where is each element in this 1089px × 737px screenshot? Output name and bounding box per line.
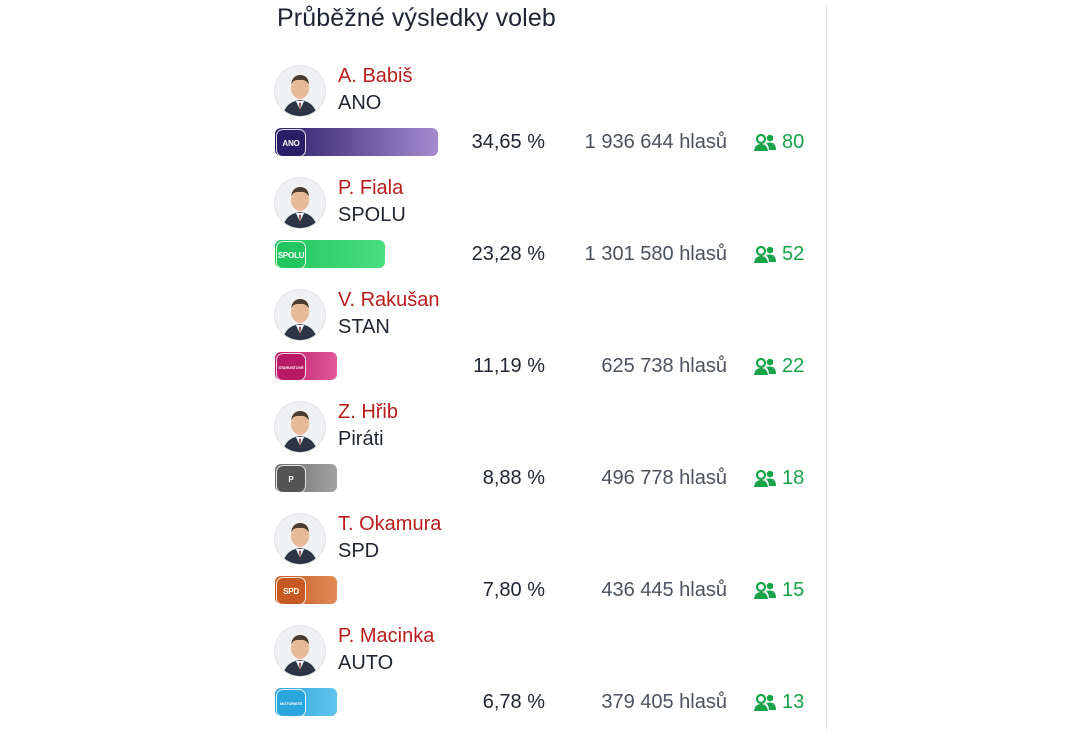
candidate-name: T. Okamura bbox=[338, 513, 442, 535]
result-row[interactable]: P. Fiala SPOLU SPOLU 23,28 % 1 301 580 hlasů… bbox=[262, 177, 826, 289]
candidate-avatar bbox=[274, 625, 326, 677]
result-row[interactable]: A. Babiš ANO ANO 34,65 % 1 936 644 hlasů 80 bbox=[262, 65, 826, 177]
vote-count: 1 936 644 hlasů bbox=[584, 131, 727, 153]
candidate-name: Z. Hřib bbox=[338, 401, 398, 423]
seat-number: 13 bbox=[782, 691, 805, 713]
results-panel: Průběžné výsledky voleb A. Babiš ANO ANO 34… bbox=[262, 0, 826, 730]
seat-count: 18 bbox=[752, 467, 804, 490]
candidate-avatar bbox=[274, 65, 326, 117]
candidate-name: P. Fiala bbox=[338, 177, 404, 199]
people-icon bbox=[752, 469, 778, 489]
candidate-name: V. Rakušan bbox=[338, 289, 440, 311]
seat-number: 52 bbox=[782, 243, 805, 265]
vote-percentage: 23,28 % bbox=[471, 243, 545, 265]
seat-count: 22 bbox=[752, 355, 804, 378]
vote-share-bar: MOTORISTÉ bbox=[275, 688, 337, 716]
party-logo-icon: ANO bbox=[276, 129, 306, 156]
divider bbox=[826, 4, 827, 730]
seat-number: 22 bbox=[782, 355, 805, 377]
people-icon bbox=[752, 693, 778, 713]
party-name: ANO bbox=[338, 92, 382, 114]
vote-percentage: 8,88 % bbox=[482, 467, 545, 489]
seat-number: 18 bbox=[782, 467, 805, 489]
seat-count: 80 bbox=[752, 131, 804, 154]
party-logo-icon: STAROSTOVÉ bbox=[276, 353, 306, 380]
seat-number: 80 bbox=[782, 131, 805, 153]
vote-count: 1 301 580 hlasů bbox=[584, 243, 727, 265]
seat-number: 15 bbox=[782, 579, 805, 601]
result-row[interactable]: P. Macinka AUTO MOTORISTÉ 6,78 % 379 405 hla… bbox=[262, 625, 826, 737]
people-icon bbox=[752, 133, 778, 153]
page-title: Průběžné výsledky voleb bbox=[277, 4, 556, 32]
people-icon bbox=[752, 245, 778, 265]
vote-count: 496 778 hlasů bbox=[601, 467, 727, 489]
seat-count: 52 bbox=[752, 243, 804, 266]
party-name: STAN bbox=[338, 316, 390, 338]
party-name: AUTO bbox=[338, 652, 394, 674]
result-row[interactable]: Z. Hřib Piráti P 8,88 % 496 778 hlasů 18 bbox=[262, 401, 826, 513]
party-logo-icon: SPOLU bbox=[276, 241, 306, 268]
candidate-avatar bbox=[274, 513, 326, 565]
vote-count: 379 405 hlasů bbox=[601, 691, 727, 713]
vote-share-bar: ANO bbox=[275, 128, 438, 156]
candidate-avatar bbox=[274, 401, 326, 453]
vote-percentage: 7,80 % bbox=[482, 579, 545, 601]
seat-count: 13 bbox=[752, 691, 804, 714]
people-icon bbox=[752, 357, 778, 377]
vote-count: 625 738 hlasů bbox=[601, 355, 727, 377]
party-logo-icon: P bbox=[276, 465, 306, 492]
party-logo-icon: SPD bbox=[276, 577, 306, 604]
seat-count: 15 bbox=[752, 579, 804, 602]
vote-share-bar: SPOLU bbox=[275, 240, 385, 268]
candidate-name: A. Babiš bbox=[338, 65, 413, 87]
result-row[interactable]: T. Okamura SPD SPD 7,80 % 436 445 hlasů 15 bbox=[262, 513, 826, 625]
party-logo-icon: MOTORISTÉ bbox=[276, 689, 306, 716]
candidate-avatar bbox=[274, 177, 326, 229]
party-name: Piráti bbox=[338, 428, 384, 450]
result-row[interactable]: V. Rakušan STAN STAROSTOVÉ 11,19 % 625 738 h… bbox=[262, 289, 826, 401]
party-name: SPOLU bbox=[338, 204, 406, 226]
vote-count: 436 445 hlasů bbox=[601, 579, 727, 601]
vote-percentage: 11,19 % bbox=[473, 355, 545, 377]
vote-share-bar: SPD bbox=[275, 576, 337, 604]
vote-percentage: 34,65 % bbox=[471, 131, 545, 153]
vote-share-bar: STAROSTOVÉ bbox=[275, 352, 337, 380]
candidate-name: P. Macinka bbox=[338, 625, 435, 647]
vote-percentage: 6,78 % bbox=[482, 691, 545, 713]
candidate-avatar bbox=[274, 289, 326, 341]
vote-share-bar: P bbox=[275, 464, 337, 492]
people-icon bbox=[752, 581, 778, 601]
party-name: SPD bbox=[338, 540, 380, 562]
